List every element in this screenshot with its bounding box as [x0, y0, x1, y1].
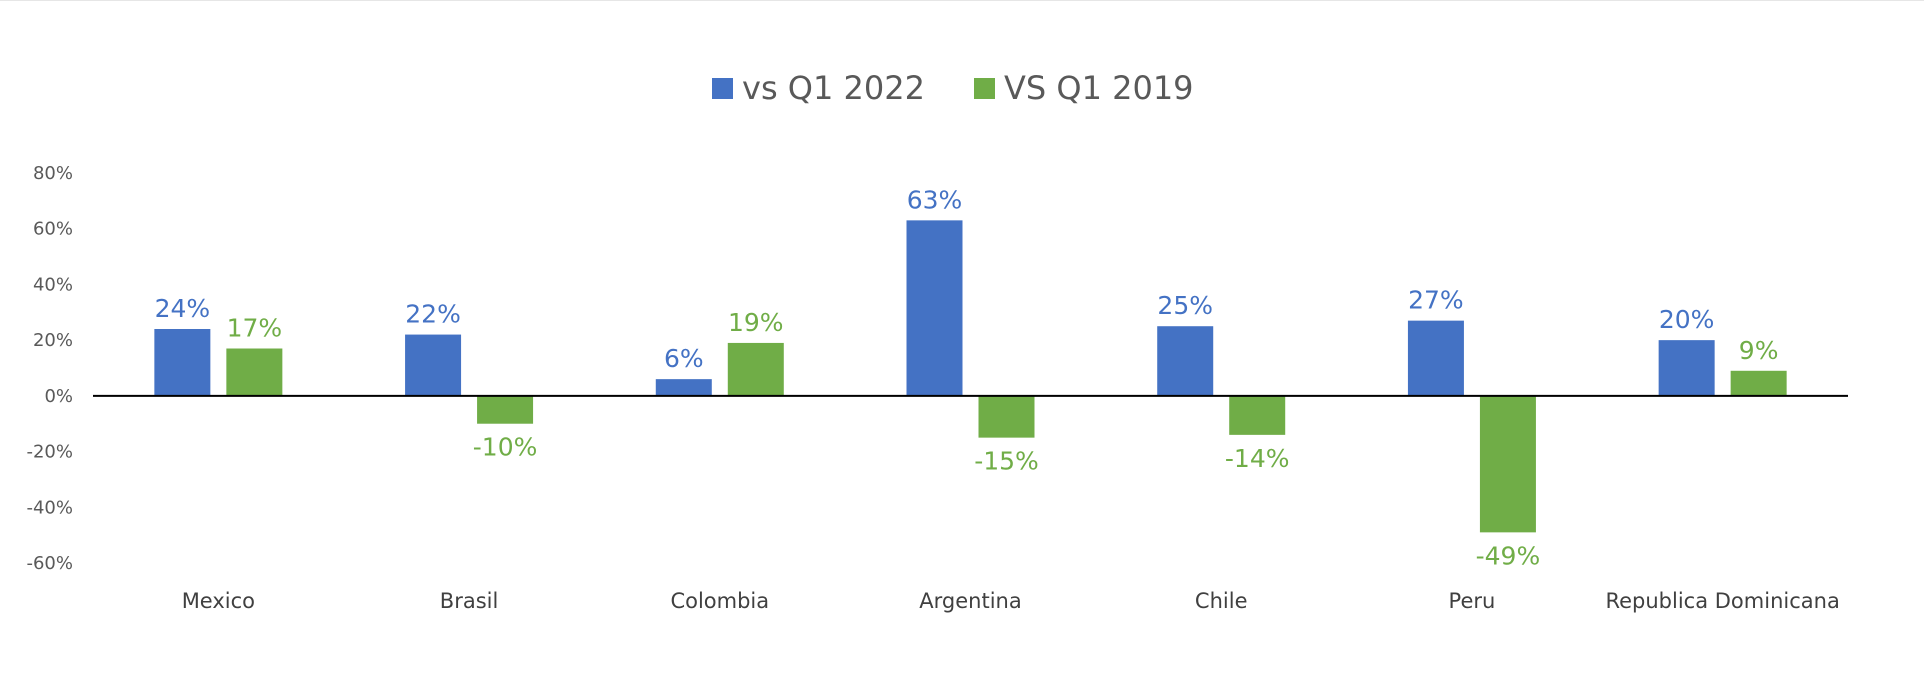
y-axis: 80% 60% 40% 20% 0% -20% -40% -60%: [26, 163, 73, 574]
data-label: 63%: [907, 185, 963, 214]
category-label: Chile: [1195, 589, 1248, 613]
y-tick-label: 80%: [33, 163, 73, 184]
data-label: 6%: [664, 344, 704, 373]
bar-vs-q1-2022-peru: [1407, 320, 1464, 396]
category-label: Argentina: [919, 589, 1021, 613]
bars: [154, 220, 1787, 533]
bar-vs-q1-2022-mexico: [154, 329, 211, 396]
category-label: Republica Dominicana: [1605, 589, 1839, 613]
bar-vs-q1-2019-colombia: [727, 342, 784, 396]
bar-vs-q1-2022-colombia: [655, 379, 712, 396]
bar-vs-q1-2019-republica-dominicana: [1730, 370, 1787, 396]
data-label: 22%: [405, 300, 461, 329]
data-label: -14%: [1225, 444, 1290, 473]
legend-label-1: VS Q1 2019: [1004, 69, 1194, 107]
legend-label-0: vs Q1 2022: [742, 69, 925, 107]
legend: vs Q1 2022 VS Q1 2019: [712, 69, 1194, 107]
data-label: 25%: [1157, 291, 1213, 320]
y-tick-label: 60%: [33, 219, 73, 240]
category-label: Peru: [1449, 589, 1496, 613]
bar-vs-q1-2022-chile: [1157, 326, 1214, 396]
category-label: Colombia: [670, 589, 769, 613]
bar-vs-q1-2019-brasil: [477, 395, 534, 424]
y-tick-label: 40%: [33, 274, 73, 295]
y-tick-label: -20%: [26, 442, 73, 463]
data-label: 19%: [728, 308, 784, 337]
category-label: Mexico: [182, 589, 255, 613]
bar-vs-q1-2019-chile: [1229, 395, 1286, 435]
data-label: 24%: [155, 294, 211, 323]
data-label: -15%: [974, 447, 1039, 476]
x-axis: Mexico Brasil Colombia Argentina Chile Peru Re…: [182, 589, 1840, 613]
bar-vs-q1-2019-argentina: [978, 395, 1035, 438]
y-tick-label: -60%: [26, 553, 73, 574]
y-tick-label: 20%: [33, 330, 73, 351]
y-tick-label: 0%: [44, 386, 73, 407]
data-label: 9%: [1739, 336, 1779, 365]
data-label: 20%: [1659, 305, 1715, 334]
bar-vs-q1-2022-argentina: [906, 220, 963, 396]
legend-swatch-0: [712, 78, 733, 99]
bar-vs-q1-2019-peru: [1479, 395, 1536, 533]
category-label: Brasil: [440, 589, 499, 613]
data-label: -49%: [1476, 541, 1541, 570]
bar-vs-q1-2022-brasil: [405, 334, 462, 396]
data-label: 27%: [1408, 286, 1464, 315]
legend-swatch-1: [974, 78, 995, 99]
top-border: [0, 0, 1924, 1]
data-labels: 24% 17% 22% -10% 6% 19% 63% -15% 25% -14% 27% -49% 2…: [155, 185, 1779, 570]
data-label: -10%: [473, 433, 538, 462]
y-tick-label: -40%: [26, 497, 73, 518]
bar-vs-q1-2019-mexico: [226, 348, 283, 396]
data-label: 17%: [227, 314, 283, 343]
bar-vs-q1-2022-republica-dominicana: [1658, 340, 1715, 396]
